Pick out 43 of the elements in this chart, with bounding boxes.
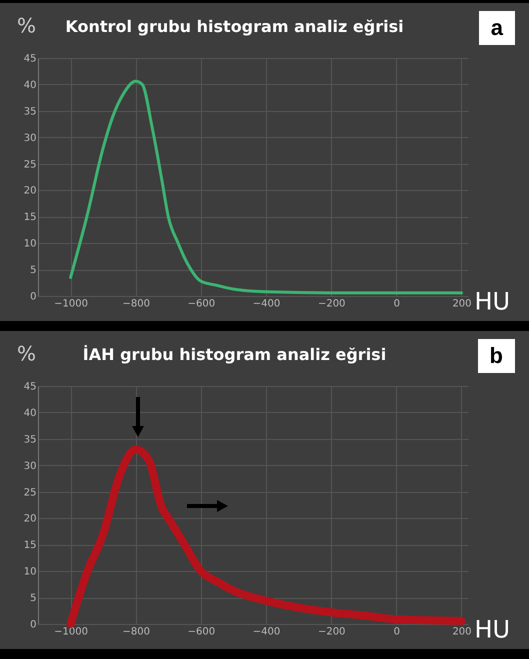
x-tick-label: −600	[188, 298, 216, 310]
y-tick-label: 45	[24, 54, 36, 64]
x-tick-label: 0	[394, 298, 400, 310]
x-tick-label: −800	[122, 298, 150, 310]
y-tick-label: 5	[30, 593, 36, 604]
y-tick-label: 30	[24, 460, 36, 472]
y-tick-label: 30	[24, 132, 36, 144]
x-tick-label: −1000	[54, 626, 88, 638]
y-tick-label: 15	[24, 540, 36, 552]
x-tick-label: −800	[122, 626, 150, 638]
x-tick-label: −1000	[54, 298, 88, 310]
y-tick-label: 0	[30, 292, 36, 302]
y-tick-label: 15	[24, 212, 36, 224]
y-tick-label: 40	[24, 80, 36, 91]
y-tick-label: 10	[24, 238, 36, 250]
x-tick-label: 200	[452, 626, 472, 638]
x-tick-label: 200	[452, 298, 472, 310]
y-tick-label: 40	[24, 408, 36, 419]
y-axis-title: %	[16, 14, 36, 38]
x-tick-label: −200	[318, 298, 346, 310]
y-axis-title: %	[16, 342, 36, 366]
x-tick-label: −400	[252, 626, 280, 638]
y-tick-label: 25	[24, 487, 36, 498]
y-tick-label: 35	[24, 106, 36, 118]
y-tick-label: 20	[24, 186, 36, 197]
y-tick-label: 35	[24, 434, 36, 446]
x-tick-label: −200	[318, 626, 346, 638]
x-tick-label: −600	[188, 626, 216, 638]
text: b	[478, 339, 515, 373]
text: a	[478, 11, 515, 45]
x-tick-label: 0	[394, 626, 400, 638]
chart-title: Kontrol grubu histogram analiz eğrisi	[65, 17, 404, 36]
x-tick-label: −400	[252, 298, 280, 310]
line-series	[69, 80, 463, 294]
y-tick-label: 45	[24, 382, 36, 392]
y-tick-label: 5	[30, 265, 36, 276]
chart-title: İAH grubu histogram analiz eğrisi	[82, 345, 386, 364]
y-tick-label: 25	[24, 159, 36, 170]
x-axis-title: HU	[474, 288, 510, 316]
x-axis-title: HU	[474, 616, 510, 644]
y-tick-label: 0	[30, 620, 36, 630]
y-tick-label: 10	[24, 566, 36, 578]
y-tick-label: 20	[24, 514, 36, 525]
